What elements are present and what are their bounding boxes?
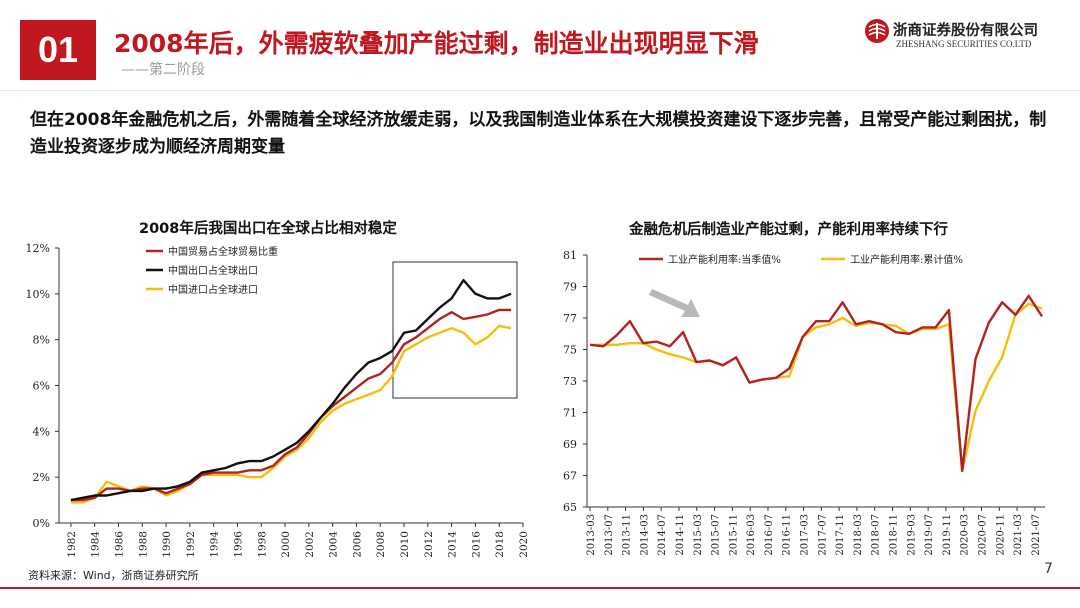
- chart2-xtick-label: 2017-03: [800, 514, 811, 556]
- body-paragraph: 但在2008年金融危机之后，外需随着全球经济放缓走弱，以及我国制造业体系在大规模…: [30, 110, 1047, 157]
- chart2-xtick-label: 2015-07: [711, 514, 722, 556]
- chart2-xtick-label: 2014-11: [675, 514, 686, 556]
- chart1-legend-label: 中国出口占全球出口: [168, 264, 258, 277]
- chart2-xtick-label: 2020-11: [995, 514, 1006, 556]
- chart2-ytick-label: 71: [563, 407, 577, 420]
- chart2-xtick-label: 2019-07: [924, 514, 935, 556]
- chart1-series-line: [70, 324, 512, 504]
- chart1-ytick-label: 4%: [33, 425, 50, 438]
- chart1-xtick-label: 1984: [90, 531, 102, 558]
- chart1-xtick-label: 2014: [447, 531, 459, 558]
- chart2-series-line: [590, 302, 1043, 473]
- chart2-xtick-label: 2015-11: [728, 514, 739, 556]
- chart2-ytick-label: 65: [563, 501, 577, 514]
- chart1-series-line: [70, 308, 512, 502]
- chart1-xtick-label: 2016: [470, 531, 482, 558]
- company-name-en: ZHESHANG SECURITIES CO.LTD: [896, 39, 1032, 49]
- chart1-ytick-label: 12%: [26, 242, 50, 255]
- chart2-ytick-label: 69: [563, 438, 577, 451]
- chart1-xtick-label: 1986: [113, 531, 125, 558]
- chart1-xtick-label: 2002: [304, 531, 316, 558]
- chart1-xtick-label: 2012: [423, 531, 435, 558]
- company-logo-icon: [865, 19, 889, 43]
- page-number: 7: [1044, 561, 1053, 577]
- chart2-xtick-label: 2018-11: [889, 514, 900, 556]
- footer-divider: [0, 587, 1080, 589]
- chart1-xtick-label: 2018: [494, 531, 506, 558]
- chart1-xtick-label: 1990: [161, 531, 173, 558]
- chart2-ytick-label: 73: [563, 375, 577, 388]
- chart1-export-share: 0% 2% 4% 6% 8% 10% 12% 1982 1984 1986 1988 1990 199…: [26, 242, 530, 558]
- chart1-title: 2008年后我国出口在全球占比相对稳定: [139, 221, 397, 237]
- chart2-xtick-label: 2015-03: [693, 514, 704, 556]
- chart2-legend-label: 工业产能利用率:当季值%: [668, 253, 781, 266]
- gray-arrow-annotation: [649, 289, 700, 317]
- slide-subtitle: ——第二阶段: [121, 62, 205, 78]
- chart1-xtick-label: 1992: [185, 531, 197, 558]
- chart2-ytick-label: 77: [563, 312, 577, 325]
- header-divider: [0, 90, 1080, 91]
- chart1-xtick-label: 2008: [375, 531, 387, 558]
- chart2-xtick-label: 2019-03: [906, 514, 917, 556]
- chart1-legend-label: 中国贸易占全球贸易比重: [168, 245, 278, 258]
- chart2-series-line: [589, 294, 1044, 473]
- chart1-xtick-label: 2000: [280, 531, 292, 558]
- chart1-xtick-label: 2020: [518, 531, 530, 558]
- chart2-xtick-label: 2020-07: [977, 514, 988, 556]
- chart2-xtick-label: 2017-11: [835, 514, 846, 556]
- chart1-xtick-label: 2006: [351, 531, 363, 558]
- chart2-ytick-label: 79: [563, 281, 577, 294]
- chart1-xtick-label: 2004: [328, 531, 340, 558]
- chart2-xtick-label: 2016-07: [764, 514, 775, 556]
- chart2-xtick-label: 2021-07: [1031, 514, 1042, 556]
- chart1-xtick-label: 1994: [209, 531, 221, 558]
- chart1-ytick-label: 10%: [26, 288, 50, 301]
- chart2-xtick-label: 2019-11: [942, 514, 953, 556]
- chart2-xtick-label: 2013-03: [586, 514, 597, 556]
- chart2-ytick-label: 81: [563, 249, 577, 262]
- chart2-xtick-label: 2017-07: [817, 514, 828, 556]
- chart2-xtick-label: 2016-03: [746, 514, 757, 556]
- chart2-xtick-label: 2013-11: [622, 514, 633, 556]
- chart2-xtick-label: 2021-03: [1013, 514, 1024, 556]
- chart2-ytick-label: 75: [563, 344, 577, 357]
- chart1-xtick-label: 1998: [256, 531, 268, 558]
- chart2-xtick-label: 2018-03: [853, 514, 864, 556]
- chart1-xtick-label: 1996: [232, 531, 244, 558]
- chart1-ytick-label: 6%: [33, 380, 50, 393]
- chart1-series-line: [70, 278, 512, 502]
- chart1-highlight-box: [392, 261, 518, 399]
- chart1-legend-label: 中国进口占全球进口: [168, 283, 258, 296]
- chart1-xtick-label: 2010: [399, 531, 411, 558]
- chart2-xtick-label: 2016-11: [782, 514, 793, 556]
- source-note: 资料来源：Wind，浙商证券研究所: [28, 569, 199, 582]
- chart2-xtick-label: 2014-07: [657, 514, 668, 556]
- chart2-xtick-label: 2013-07: [604, 514, 615, 556]
- section-number: 01: [20, 20, 96, 80]
- chart2-capacity-utilization: 65 67 69 71 73 75 77 79 81 2013-03 2013-07 2013-11…: [563, 249, 1045, 556]
- chart1-ytick-label: 8%: [33, 334, 50, 347]
- chart1-xtick-label: 1988: [137, 531, 149, 558]
- chart1-ytick-label: 2%: [33, 471, 50, 484]
- chart2-title: 金融危机后制造业产能过剩，产能利用率持续下行: [629, 222, 948, 238]
- chart2-xtick-label: 2020-03: [960, 514, 971, 556]
- chart1-xtick-label: 1982: [66, 531, 78, 558]
- chart2-xtick-label: 2018-07: [871, 514, 882, 556]
- chart2-xtick-label: 2014-03: [639, 514, 650, 556]
- chart2-ytick-label: 67: [563, 470, 577, 483]
- chart1-ytick-label: 0%: [33, 517, 50, 530]
- company-name-cn: 浙商证券股份有限公司: [893, 23, 1038, 39]
- slide-title: 2008年后，外需疲软叠加产能过剩，制造业出现明显下滑: [114, 29, 759, 58]
- chart2-legend-label: 工业产能利用率:累计值%: [850, 253, 963, 266]
